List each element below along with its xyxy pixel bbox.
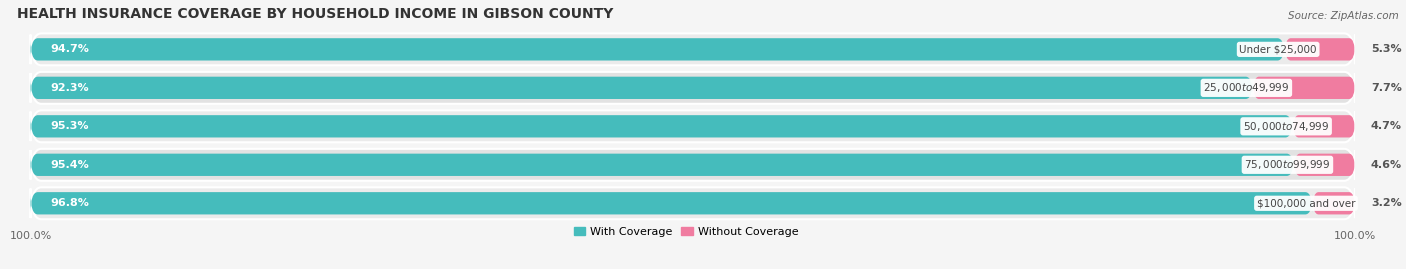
- Text: $25,000 to $49,999: $25,000 to $49,999: [1204, 81, 1289, 94]
- Text: $100,000 and over: $100,000 and over: [1257, 198, 1355, 208]
- FancyBboxPatch shape: [31, 115, 1292, 137]
- Text: 5.3%: 5.3%: [1371, 44, 1402, 54]
- Text: Source: ZipAtlas.com: Source: ZipAtlas.com: [1288, 11, 1399, 21]
- FancyBboxPatch shape: [1294, 154, 1355, 176]
- FancyBboxPatch shape: [31, 77, 1253, 99]
- FancyBboxPatch shape: [31, 110, 1355, 142]
- Text: 94.7%: 94.7%: [51, 44, 89, 54]
- Text: $75,000 to $99,999: $75,000 to $99,999: [1244, 158, 1330, 171]
- FancyBboxPatch shape: [1292, 115, 1355, 137]
- Text: Under $25,000: Under $25,000: [1240, 44, 1317, 54]
- FancyBboxPatch shape: [31, 149, 1355, 181]
- FancyBboxPatch shape: [31, 154, 1294, 176]
- FancyBboxPatch shape: [1285, 38, 1355, 61]
- Text: 4.6%: 4.6%: [1371, 160, 1402, 170]
- Text: 95.4%: 95.4%: [51, 160, 89, 170]
- Text: 4.7%: 4.7%: [1371, 121, 1402, 131]
- FancyBboxPatch shape: [1313, 192, 1355, 214]
- Text: $50,000 to $74,999: $50,000 to $74,999: [1243, 120, 1329, 133]
- Text: 7.7%: 7.7%: [1371, 83, 1402, 93]
- Text: 96.8%: 96.8%: [51, 198, 89, 208]
- FancyBboxPatch shape: [31, 192, 1313, 214]
- Text: 3.2%: 3.2%: [1371, 198, 1402, 208]
- Legend: With Coverage, Without Coverage: With Coverage, Without Coverage: [574, 226, 799, 237]
- FancyBboxPatch shape: [31, 187, 1355, 219]
- Text: 95.3%: 95.3%: [51, 121, 89, 131]
- Text: 92.3%: 92.3%: [51, 83, 89, 93]
- FancyBboxPatch shape: [1253, 77, 1355, 99]
- FancyBboxPatch shape: [31, 33, 1355, 65]
- FancyBboxPatch shape: [31, 38, 1285, 61]
- Text: HEALTH INSURANCE COVERAGE BY HOUSEHOLD INCOME IN GIBSON COUNTY: HEALTH INSURANCE COVERAGE BY HOUSEHOLD I…: [17, 7, 613, 21]
- FancyBboxPatch shape: [31, 72, 1355, 104]
